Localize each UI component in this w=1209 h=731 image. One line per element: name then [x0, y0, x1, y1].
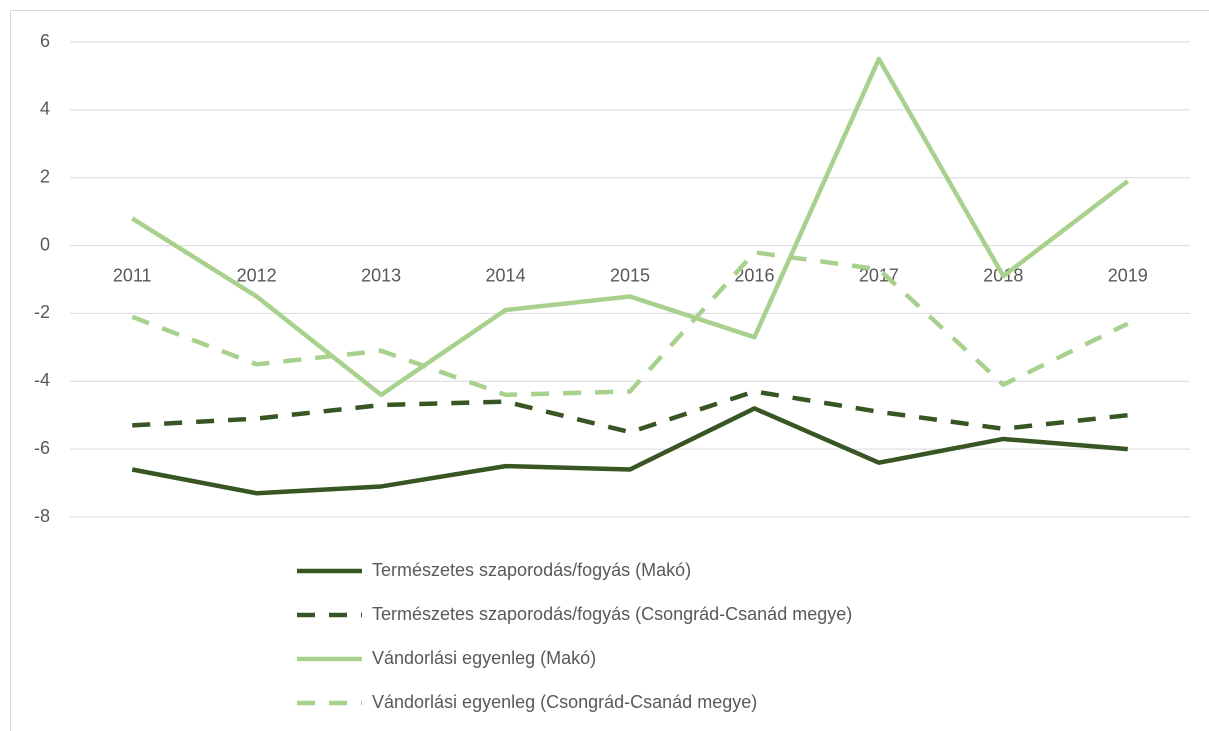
y-tick-label: 4: [40, 99, 50, 119]
y-tick-label: -4: [34, 370, 50, 390]
chart-border: [10, 10, 1209, 731]
y-tick-label: 0: [40, 234, 50, 254]
x-tick-label: 2013: [361, 265, 401, 285]
legend-label: Természetes szaporodás/fogyás (Makó): [372, 560, 691, 580]
legend-label: Vándorlási egyenleg (Makó): [372, 648, 596, 668]
x-tick-label: 2019: [1108, 265, 1148, 285]
series-line: [132, 389, 1129, 435]
x-tick-label: 2012: [237, 265, 277, 285]
series-line: [131, 56, 1130, 398]
series-line: [131, 406, 1128, 496]
legend-label: Természetes szaporodás/fogyás (Csongrád-…: [372, 604, 852, 624]
x-tick-label: 2015: [610, 265, 650, 285]
legend-label: Vándorlási egyenleg (Csongrád-Csanád meg…: [372, 692, 757, 712]
y-tick-label: 6: [40, 31, 50, 51]
y-tick-label: -8: [34, 506, 50, 526]
y-tick-label: 2: [40, 166, 50, 186]
x-tick-label: 2011: [113, 265, 152, 285]
y-tick-label: -2: [34, 302, 50, 322]
series-line: [131, 250, 1129, 398]
y-tick-label: -6: [34, 438, 50, 458]
x-tick-label: 2016: [734, 265, 774, 285]
x-tick-label: 2014: [486, 265, 526, 285]
